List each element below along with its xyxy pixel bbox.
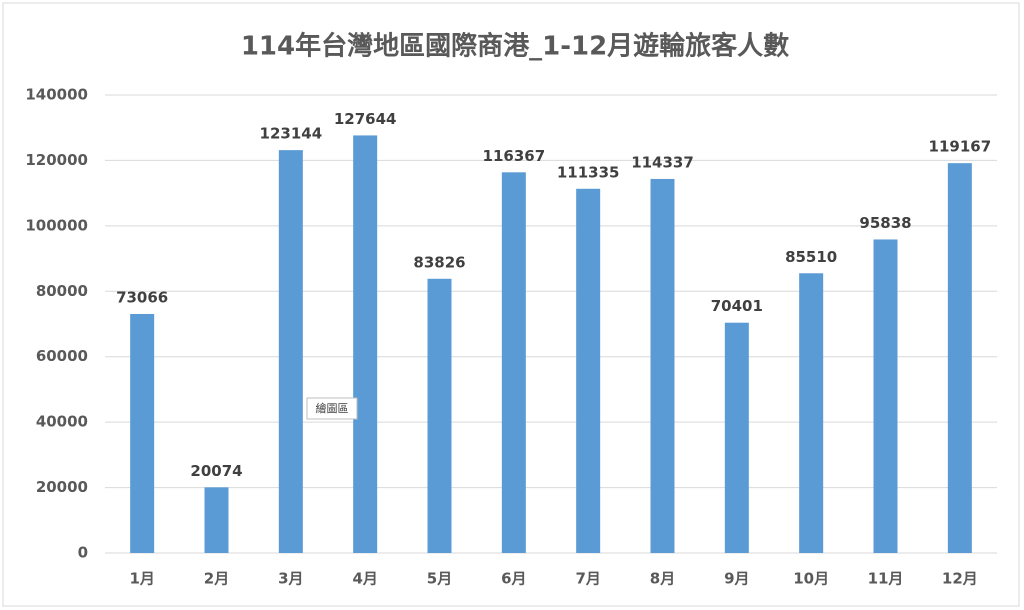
x-tick-label: 5月 [427, 570, 452, 588]
x-tick-label: 4月 [352, 570, 377, 588]
bar [724, 322, 749, 553]
data-label: 111335 [557, 163, 620, 181]
bar [873, 239, 898, 553]
y-tick-label: 100000 [25, 216, 88, 234]
data-label: 116367 [483, 147, 546, 165]
x-tick-label: 12月 [942, 570, 978, 588]
chart-title: 114年台灣地區國際商港_1-12月遊輪旅客人數 [241, 31, 789, 62]
y-tick-label: 140000 [25, 86, 88, 104]
bar [278, 150, 303, 554]
tooltip: 繪圖區 [316, 401, 349, 415]
data-label: 70401 [711, 297, 763, 315]
bar [130, 313, 155, 553]
y-tick-label: 0 [78, 544, 88, 562]
x-tick-label: 8月 [650, 570, 675, 588]
x-tick-label: 9月 [724, 570, 749, 588]
bar [353, 135, 378, 554]
y-tick-label: 80000 [36, 282, 88, 300]
bar [947, 163, 972, 553]
data-label: 83826 [413, 253, 465, 271]
data-label: 73066 [116, 288, 168, 306]
data-label: 85510 [785, 248, 837, 266]
x-tick-label: 10月 [793, 570, 829, 588]
bar [576, 188, 601, 553]
data-label: 20074 [190, 462, 242, 480]
bar [204, 487, 229, 553]
data-label: 114337 [631, 153, 694, 171]
x-tick-label: 11月 [868, 570, 904, 588]
data-label: 123144 [260, 125, 323, 143]
bar [650, 178, 675, 554]
x-tick-label: 2月 [204, 570, 229, 588]
y-tick-label: 60000 [36, 347, 88, 365]
data-label: 95838 [859, 214, 911, 232]
y-tick-label: 20000 [36, 478, 88, 496]
y-tick-label: 40000 [36, 413, 88, 431]
x-tick-label: 6月 [501, 570, 526, 588]
data-label: 127644 [334, 110, 397, 128]
x-tick-label: 3月 [278, 570, 303, 588]
x-tick-label: 1月 [129, 570, 154, 588]
bar [501, 172, 526, 554]
tooltip-box [306, 397, 358, 420]
data-label: 119167 [929, 138, 992, 156]
bar [799, 273, 824, 553]
bar [427, 278, 452, 553]
y-tick-label: 120000 [25, 151, 88, 169]
x-tick-label: 7月 [575, 570, 600, 588]
